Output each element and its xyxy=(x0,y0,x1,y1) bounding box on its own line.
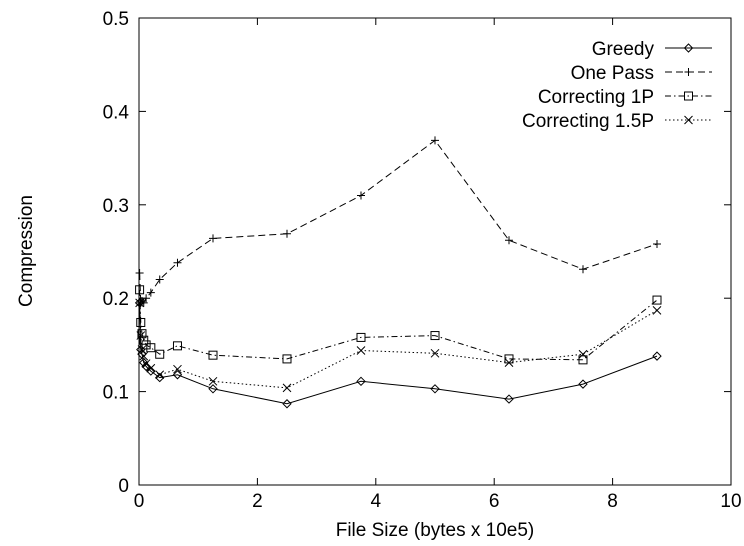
legend-label-greedy: Greedy xyxy=(592,39,655,60)
data-point-correcting-1p xyxy=(137,329,147,339)
data-point-correcting-1p xyxy=(652,295,662,305)
data-point-greedy xyxy=(282,399,292,409)
data-point-correcting-1-5p xyxy=(430,348,440,358)
data-point-one-pass xyxy=(155,275,164,284)
data-point-greedy xyxy=(652,351,662,361)
series-line-one-pass xyxy=(139,139,658,305)
data-point-correcting-1-5p xyxy=(173,364,182,374)
x-tick-label: 4 xyxy=(371,491,382,512)
y-axis-label: Compression xyxy=(16,195,37,307)
data-point-correcting-1-5p xyxy=(282,383,292,393)
legend-label-correcting-1-5p: Correcting 1.5P xyxy=(522,111,654,132)
legend-label-one-pass: One Pass xyxy=(571,63,654,84)
legend-marker-correcting-1-5p xyxy=(684,115,693,125)
data-point-correcting-1-5p xyxy=(504,358,514,367)
data-point-correcting-1p xyxy=(430,331,440,341)
data-point-correcting-1p xyxy=(155,349,165,359)
y-tick-label: 0.3 xyxy=(103,196,129,217)
data-point-one-pass xyxy=(142,294,151,303)
y-tick-label: 0.1 xyxy=(103,383,129,404)
data-point-correcting-1p xyxy=(282,354,292,364)
data-point-correcting-1-5p xyxy=(146,363,156,373)
y-tick-label: 0.5 xyxy=(103,9,129,30)
data-point-greedy xyxy=(141,361,151,372)
legend-label-correcting-1p: Correcting 1P xyxy=(538,87,654,108)
data-point-greedy xyxy=(172,370,183,380)
data-point-greedy xyxy=(430,384,440,394)
data-point-one-pass xyxy=(209,234,217,243)
data-point-correcting-1-5p xyxy=(137,345,147,354)
y-tick-label: 0.2 xyxy=(103,289,129,310)
data-point-one-pass xyxy=(173,258,182,267)
data-point-greedy xyxy=(155,372,165,383)
x-tick-label: 2 xyxy=(252,491,263,512)
data-point-correcting-1p xyxy=(146,343,156,353)
data-point-correcting-1-5p xyxy=(155,370,165,380)
data-point-correcting-1p xyxy=(135,285,145,295)
legend-marker-one-pass xyxy=(684,68,693,76)
data-point-correcting-1-5p xyxy=(578,349,588,359)
x-tick-label: 8 xyxy=(607,491,618,512)
data-point-one-pass xyxy=(139,298,148,307)
data-point-one-pass xyxy=(357,191,365,200)
data-point-correcting-1p xyxy=(208,350,218,360)
legend: Greedy One Pass Correcting 1P Correcting 1.… xyxy=(522,39,712,132)
series-markers xyxy=(134,136,662,409)
data-point-greedy xyxy=(146,366,156,376)
x-tick-label: 6 xyxy=(489,491,500,512)
data-point-greedy xyxy=(578,379,588,389)
data-point-greedy xyxy=(208,384,218,394)
data-point-correcting-1-5p xyxy=(136,331,146,340)
data-point-one-pass xyxy=(579,265,587,274)
y-tick-label: 0.4 xyxy=(103,102,130,123)
y-tick-label: 0 xyxy=(118,476,129,497)
data-point-one-pass xyxy=(431,136,439,145)
data-point-correcting-1-5p xyxy=(356,346,366,355)
data-point-one-pass xyxy=(505,236,513,245)
x-tick-label: 10 xyxy=(720,491,741,512)
data-point-greedy xyxy=(356,376,366,387)
data-point-one-pass xyxy=(135,268,144,277)
data-point-correcting-1-5p xyxy=(139,351,149,361)
axis-ticks: 0 2 4 6 8 10 0 0.1 0.2 0.3 0.4 0.5 xyxy=(103,9,742,512)
data-point-one-pass xyxy=(653,240,661,249)
data-point-correcting-1-5p xyxy=(208,376,218,386)
plot-frame xyxy=(138,17,732,486)
x-tick-label: 0 xyxy=(134,491,145,512)
data-point-one-pass xyxy=(283,229,291,238)
data-point-correcting-1p xyxy=(136,317,146,327)
legend-marker-correcting-1p xyxy=(684,91,693,101)
data-point-correcting-1-5p xyxy=(652,305,662,315)
series-line-correcting-1p xyxy=(139,289,658,361)
data-point-correcting-1p xyxy=(172,341,182,351)
series-line-correcting-1-5p xyxy=(139,302,658,389)
legend-marker-greedy xyxy=(683,43,694,53)
data-point-correcting-1p xyxy=(356,332,366,342)
data-point-correcting-1p xyxy=(139,335,149,345)
data-point-greedy xyxy=(504,394,514,404)
data-point-correcting-1-5p xyxy=(135,298,144,308)
data-point-one-pass xyxy=(146,288,155,297)
data-point-correcting-1p xyxy=(141,340,151,350)
x-axis-label: File Size (bytes x 10e5) xyxy=(336,520,535,541)
data-point-correcting-1p xyxy=(578,355,588,365)
